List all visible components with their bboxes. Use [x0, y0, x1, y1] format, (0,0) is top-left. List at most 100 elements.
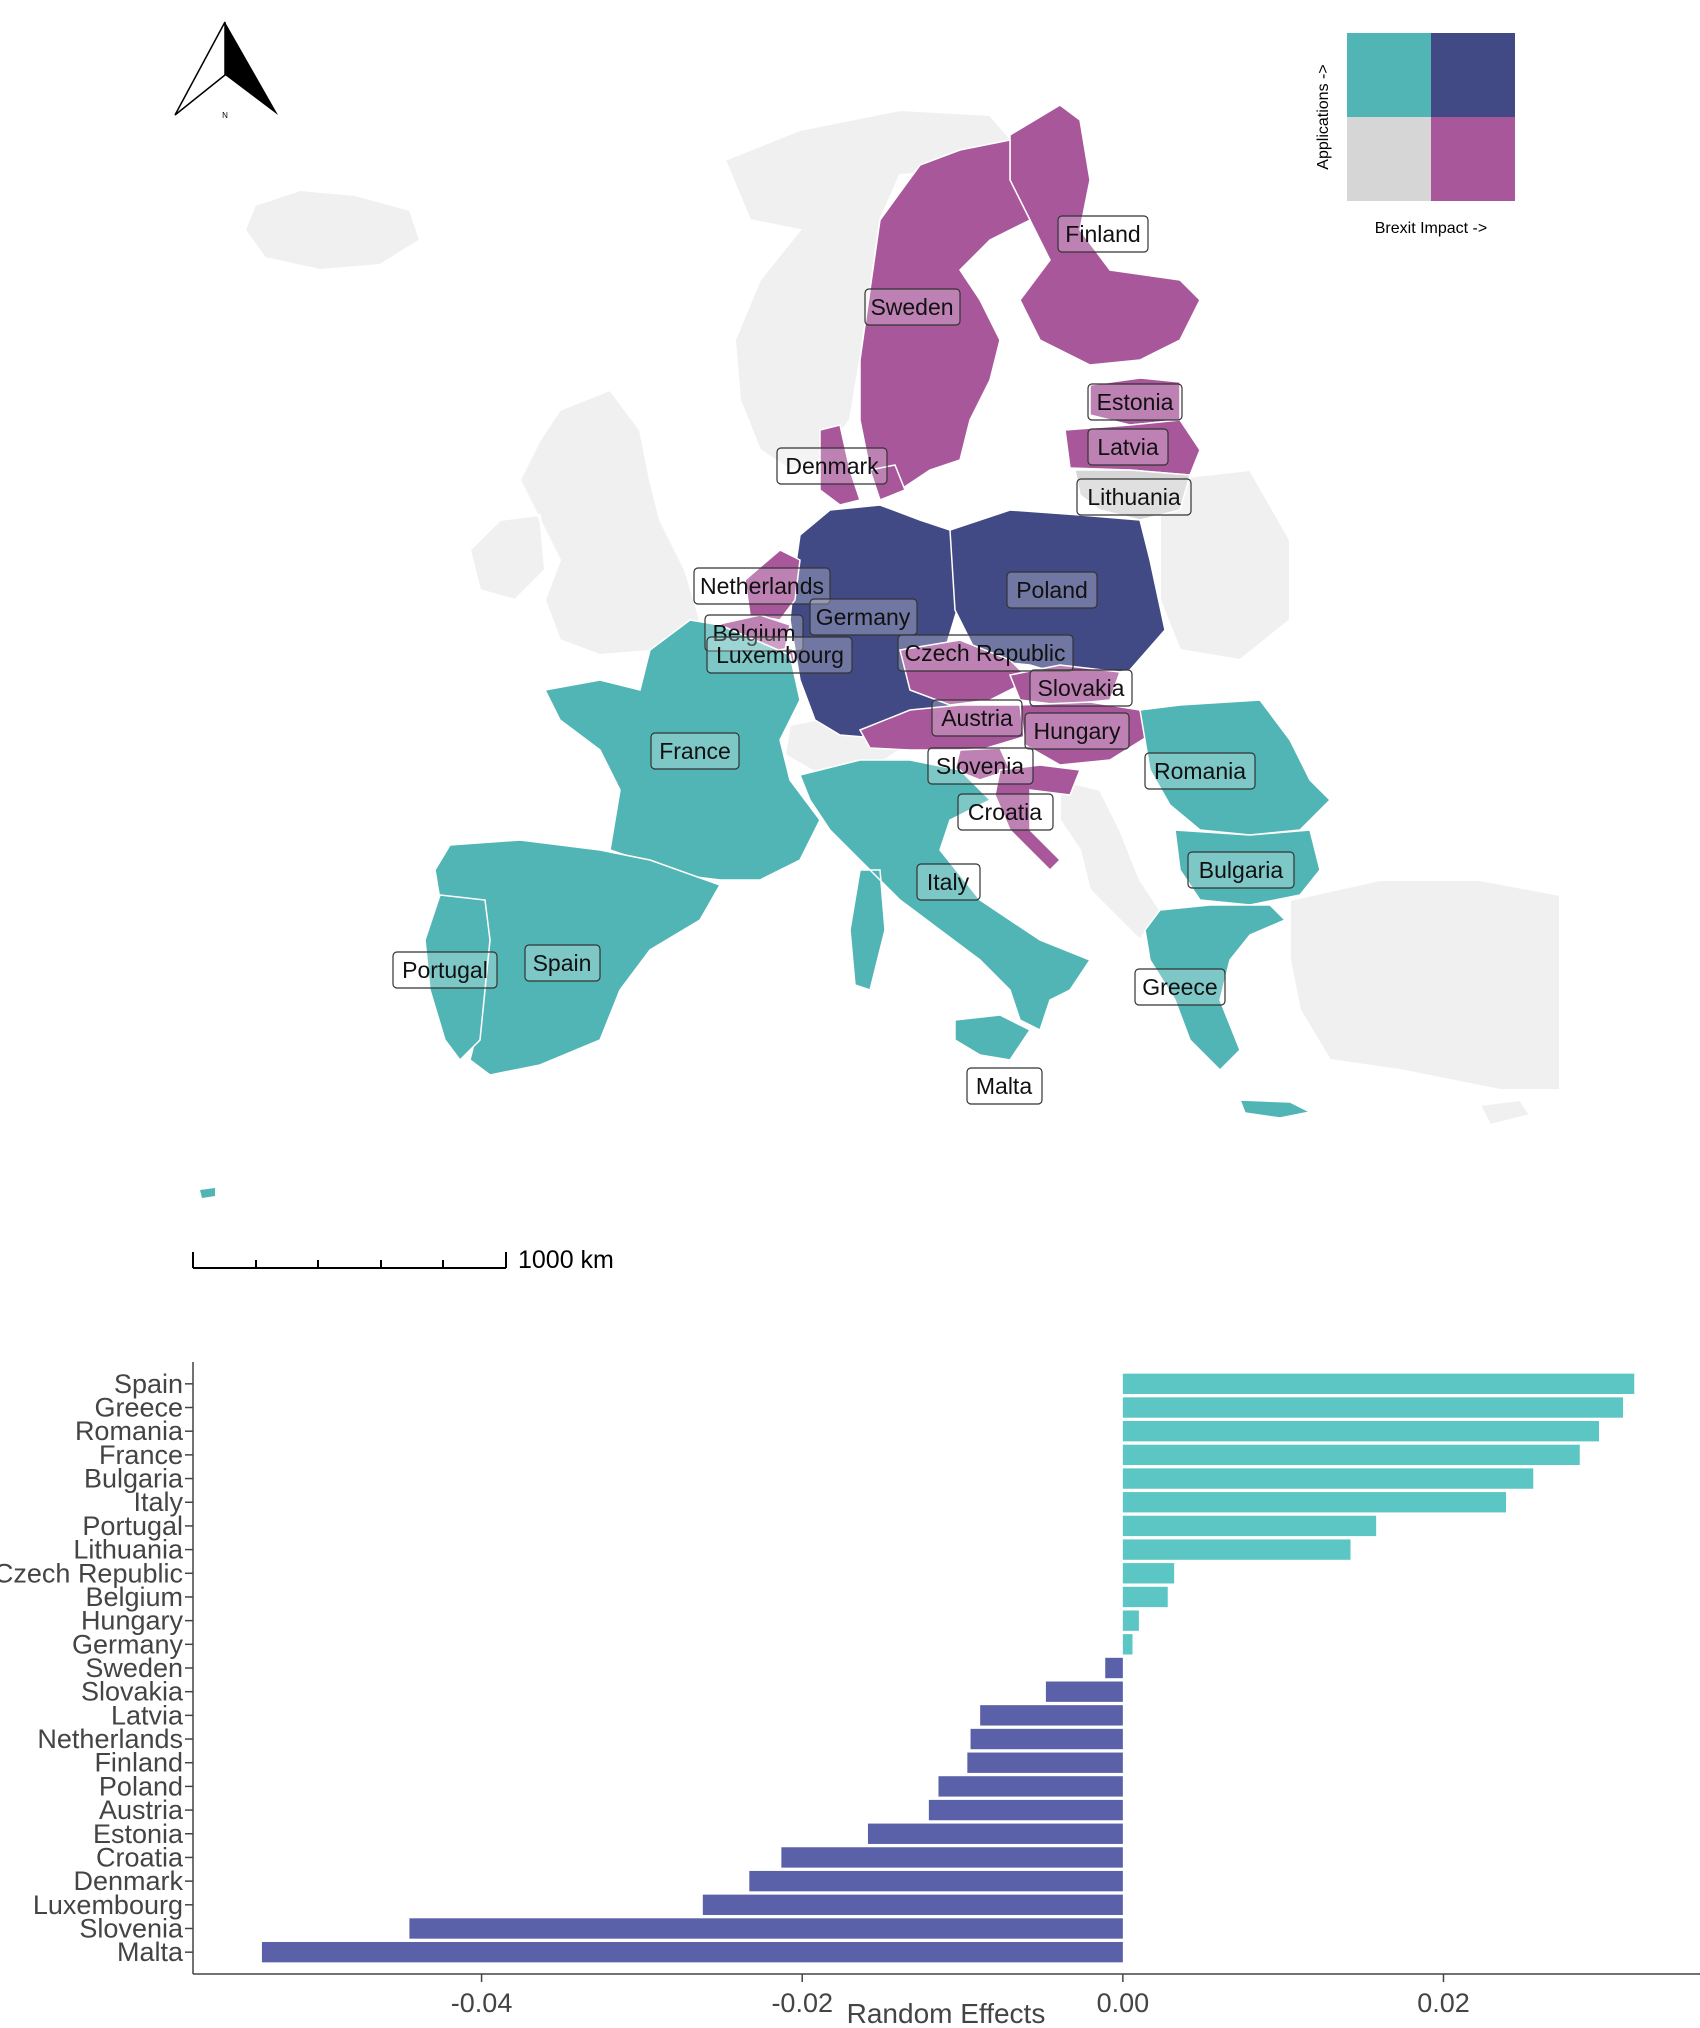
x-axis: -0.04 -0.02 0.00 0.02	[192, 1362, 1700, 2018]
label-estonia: Estonia	[1087, 383, 1183, 421]
y-tick-label: Latvia	[111, 1700, 184, 1730]
label-italy: Italy	[916, 863, 981, 901]
legend-cell-high-app-high-brexit	[1431, 33, 1515, 117]
label-romania: Romania	[1144, 752, 1256, 790]
y-tick-label: Finland	[94, 1748, 183, 1778]
x-axis-label: Random Effects	[847, 1998, 1046, 2028]
y-tick-label: Luxembourg	[33, 1890, 183, 1920]
finland	[1009, 104, 1201, 366]
canary-islands	[200, 1188, 215, 1198]
bar-portugal	[1122, 1515, 1377, 1537]
svg-text:Poland: Poland	[1016, 577, 1088, 603]
legend-cell-low-app-low-brexit	[1347, 117, 1431, 201]
legend-cell-low-app-high-brexit	[1431, 117, 1515, 201]
svg-text:Lithuania: Lithuania	[1087, 484, 1181, 510]
y-tick-label: Poland	[99, 1771, 183, 1801]
bivariate-legend: Applications -> Brexit Impact ->	[1315, 33, 1515, 237]
svg-text:Germany: Germany	[816, 604, 911, 630]
y-tick-label: Austria	[99, 1795, 184, 1825]
bar-denmark	[749, 1870, 1123, 1892]
y-tick-label: Italy	[133, 1487, 183, 1517]
bar-spain	[1122, 1373, 1635, 1395]
svg-text:Austria: Austria	[941, 705, 1013, 731]
bar-lithuania	[1122, 1539, 1351, 1560]
svg-text:Slovakia: Slovakia	[1038, 675, 1125, 701]
x-tick-label: 0.00	[1097, 1988, 1150, 2018]
bar-finland	[967, 1752, 1123, 1773]
y-tick-label: Portugal	[82, 1511, 183, 1541]
north-arrow: N	[174, 21, 278, 120]
bar-slovakia	[1045, 1681, 1123, 1702]
label-denmark: Denmark	[776, 447, 888, 485]
label-portugal: Portugal	[392, 951, 498, 989]
bar-croatia	[781, 1847, 1123, 1868]
svg-text:Portugal: Portugal	[402, 957, 488, 983]
latvia	[1064, 419, 1201, 476]
y-tick-label: Hungary	[81, 1606, 184, 1636]
bar-estonia	[867, 1823, 1123, 1844]
svg-text:Belgium: Belgium	[712, 620, 795, 646]
label-bulgaria: Bulgaria	[1187, 851, 1295, 889]
y-tick-label: Netherlands	[37, 1724, 183, 1754]
bar-austria	[928, 1799, 1123, 1821]
label-lithuania: Lithuania	[1076, 478, 1192, 516]
label-netherlands: Netherlands	[693, 567, 831, 605]
y-tick-label: Belgium	[85, 1582, 183, 1612]
svg-text:Latvia: Latvia	[1097, 434, 1159, 460]
svg-text:Denmark: Denmark	[785, 453, 879, 479]
bar-czech-republic	[1122, 1563, 1175, 1584]
bar-latvia	[980, 1705, 1123, 1726]
label-france: France	[650, 732, 740, 770]
y-tick-label: Estonia	[93, 1819, 184, 1849]
y-tick-label: France	[99, 1440, 183, 1470]
romania	[1139, 699, 1332, 836]
label-croatia: Croatia	[957, 793, 1054, 831]
bar-netherlands	[970, 1728, 1123, 1750]
y-tick-label: Malta	[117, 1937, 184, 1967]
bulgaria	[1174, 829, 1321, 906]
legend-x-label: Brexit Impact ->	[1375, 220, 1487, 237]
y-tick-label: Greece	[94, 1393, 183, 1423]
label-austria: Austria	[931, 699, 1023, 737]
svg-text:Bulgaria: Bulgaria	[1199, 857, 1284, 883]
svg-text:Malta: Malta	[976, 1073, 1032, 1099]
balkans	[1059, 778, 1162, 942]
legend-y-label: Applications ->	[1315, 64, 1332, 169]
bar-hungary	[1122, 1610, 1139, 1631]
svg-text:Romania: Romania	[1154, 758, 1246, 784]
svg-text:France: France	[659, 738, 731, 764]
label-luxembourg: Luxembourg	[706, 636, 853, 674]
turkey	[1289, 879, 1561, 1091]
bars	[261, 1373, 1635, 1963]
label-belgium: Belgium	[704, 614, 804, 652]
bar-bulgaria	[1122, 1468, 1534, 1489]
scale-bar-label: 1000 km	[518, 1246, 614, 1274]
greece	[1144, 904, 1313, 1119]
label-latvia: Latvia	[1087, 428, 1169, 466]
label-hungary: Hungary	[1024, 712, 1130, 750]
y-tick-label: Romania	[75, 1416, 184, 1446]
cyprus	[1478, 1098, 1532, 1127]
sweden	[859, 139, 1032, 491]
bar-belgium	[1122, 1586, 1168, 1608]
bar-malta	[261, 1941, 1123, 1963]
iceland	[243, 188, 422, 272]
europe-map: N Applications -> Brexit Impact -> 1000 …	[174, 21, 1561, 1274]
label-germany: Germany	[809, 598, 918, 636]
non-eu-land	[243, 108, 1561, 1127]
bar-sweden	[1105, 1657, 1123, 1679]
label-czech-republic: Czech Republic	[897, 634, 1074, 672]
scale-bar	[192, 1252, 507, 1269]
uk-ireland	[468, 388, 702, 657]
belarus-ukraine	[1159, 468, 1291, 662]
x-tick-label: 0.02	[1417, 1988, 1470, 2018]
label-poland: Poland	[1006, 571, 1098, 609]
svg-text:Netherlands: Netherlands	[700, 573, 824, 599]
y-tick-label: Slovenia	[79, 1913, 184, 1943]
x-tick-label: -0.04	[451, 1988, 513, 2018]
bar-italy	[1122, 1492, 1507, 1513]
x-tick-label: -0.02	[771, 1988, 833, 2018]
y-tick-label: Bulgaria	[84, 1464, 184, 1494]
svg-text:Finland: Finland	[1065, 221, 1140, 247]
bar-greece	[1122, 1397, 1624, 1418]
